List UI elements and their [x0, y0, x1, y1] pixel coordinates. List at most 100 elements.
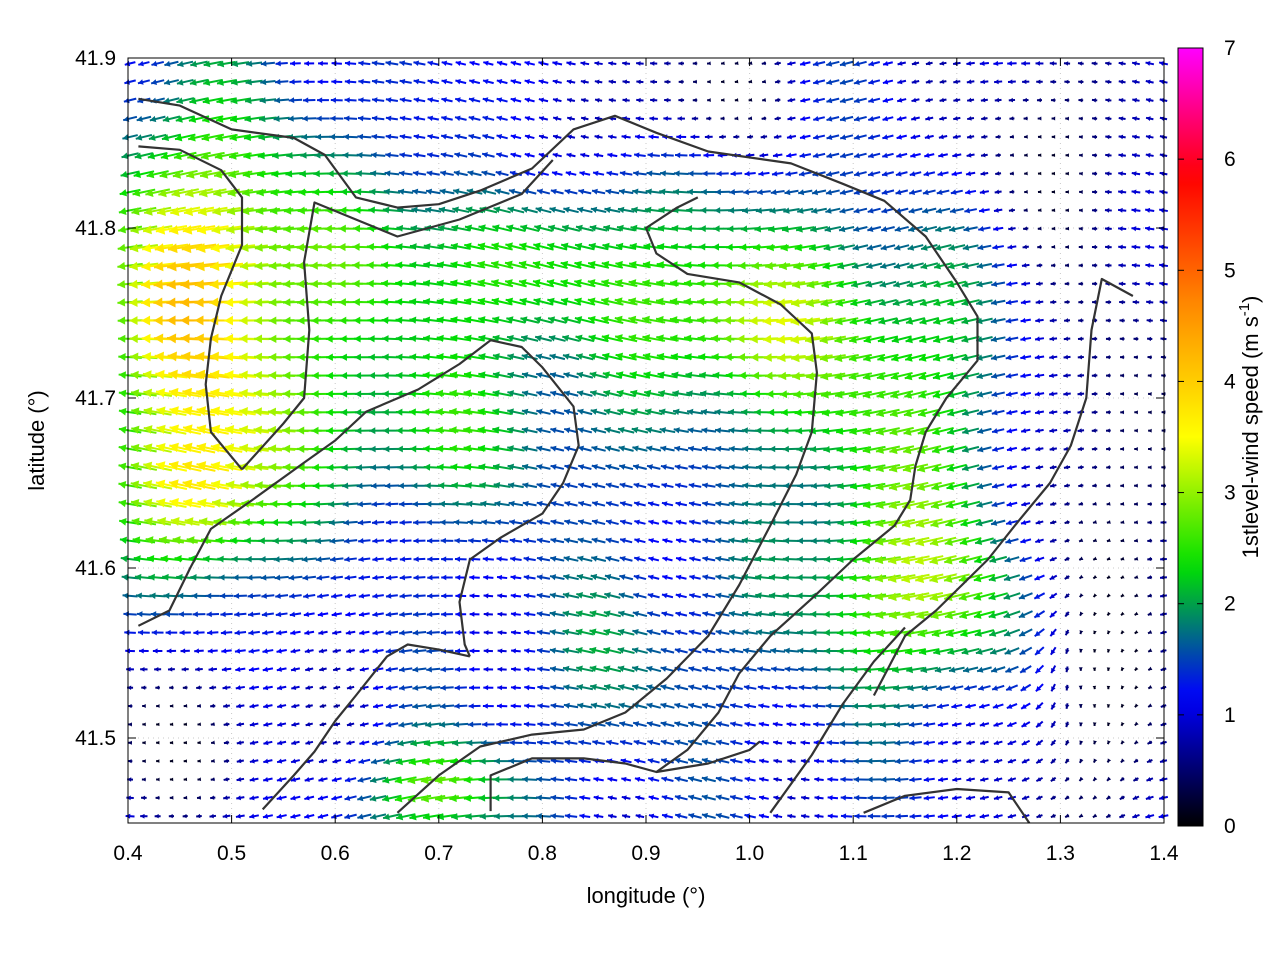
wind-vector	[577, 537, 593, 544]
wind-vector	[156, 424, 187, 435]
wind-vector	[521, 794, 538, 801]
wind-vector	[947, 335, 967, 344]
wind-vector	[1106, 758, 1112, 763]
wind-vector	[966, 776, 975, 782]
wind-vector	[398, 684, 413, 691]
wind-vector	[990, 299, 1006, 306]
wind-vector	[1161, 447, 1166, 452]
wind-vector	[1092, 611, 1097, 617]
wind-vector	[1051, 244, 1056, 249]
wind-vector	[990, 317, 1006, 324]
wind-vector	[702, 556, 716, 562]
wind-vector	[290, 813, 301, 819]
wind-vector	[1132, 813, 1140, 819]
wind-vector	[916, 610, 943, 620]
wind-vector	[660, 647, 675, 654]
wind-vector	[888, 537, 916, 547]
wind-vector	[357, 115, 371, 122]
wind-vector	[647, 592, 660, 599]
wind-vector	[1105, 244, 1112, 250]
wind-vector	[618, 610, 635, 618]
wind-vector	[923, 740, 935, 746]
wind-vector	[615, 352, 637, 361]
wind-vector	[755, 610, 773, 618]
wind-vector	[787, 97, 796, 103]
wind-vector	[773, 134, 782, 140]
wind-vector	[908, 740, 922, 746]
wind-vector	[195, 666, 203, 672]
wind-vector	[761, 116, 767, 121]
wind-vector	[328, 519, 345, 526]
wind-vector	[714, 207, 731, 214]
wind-vector	[496, 115, 508, 122]
wind-vector	[510, 666, 521, 672]
wind-vector	[1035, 428, 1044, 434]
wind-vector	[1119, 795, 1125, 801]
wind-vector	[1132, 299, 1140, 305]
wind-vector	[1105, 98, 1112, 103]
wind-vector	[664, 97, 671, 103]
wind-vector	[575, 647, 594, 654]
wind-vector	[1161, 373, 1166, 378]
wind-vector	[1078, 574, 1084, 580]
wind-vector	[963, 226, 978, 233]
wind-vector	[910, 116, 920, 121]
wind-vector	[142, 759, 146, 764]
wind-vector	[505, 297, 527, 306]
wind-vector	[1091, 98, 1098, 103]
wind-vector	[550, 464, 565, 470]
wind-vector	[552, 60, 563, 66]
wind-vector	[839, 171, 854, 177]
wind-vector	[463, 371, 486, 379]
wind-vector	[1034, 354, 1045, 360]
wind-vector	[1077, 465, 1084, 470]
wind-vector	[734, 116, 739, 121]
wind-vector	[230, 78, 250, 86]
wind-vector	[939, 79, 947, 84]
wind-vector	[536, 464, 551, 470]
wind-vector	[397, 206, 415, 214]
wind-vector	[574, 297, 596, 306]
wind-vector	[533, 242, 554, 251]
wind-vector	[249, 795, 259, 801]
wind-vector	[1050, 299, 1057, 305]
wind-vector	[413, 556, 426, 562]
wind-vector	[879, 721, 896, 728]
wind-vector	[800, 813, 810, 819]
wind-vector	[692, 61, 698, 66]
wind-vector	[287, 115, 303, 122]
wind-vector	[1019, 665, 1032, 674]
wind-vector	[1158, 226, 1169, 232]
wind-vector	[1037, 171, 1042, 176]
wind-vector	[932, 335, 954, 344]
wind-vector	[630, 408, 649, 416]
wind-vector	[1092, 795, 1098, 800]
wind-vector	[399, 133, 412, 140]
wind-vector	[249, 776, 259, 782]
wind-vector	[966, 60, 975, 66]
wind-vector	[117, 261, 143, 271]
wind-vector	[1159, 281, 1168, 287]
wind-vector	[787, 758, 796, 764]
wind-vector	[156, 206, 186, 216]
wind-vector	[441, 115, 453, 122]
wind-vector	[395, 813, 416, 821]
wind-vector	[1078, 226, 1083, 231]
wind-vector	[196, 442, 230, 454]
wind-vector	[510, 134, 522, 140]
wind-vector	[674, 464, 688, 471]
wind-vector	[507, 482, 524, 489]
wind-vector	[205, 592, 220, 599]
wind-vector	[1034, 628, 1045, 638]
wind-vector	[790, 298, 820, 308]
wind-vector	[343, 133, 358, 140]
wind-vector	[662, 538, 673, 544]
wind-vector	[659, 427, 676, 434]
wind-vector	[1147, 648, 1153, 653]
wind-vector	[578, 739, 592, 746]
wind-vector	[823, 244, 843, 252]
wind-vector	[425, 188, 441, 195]
wind-vector	[197, 740, 201, 745]
wind-vector	[799, 134, 811, 140]
wind-vector	[882, 79, 894, 85]
